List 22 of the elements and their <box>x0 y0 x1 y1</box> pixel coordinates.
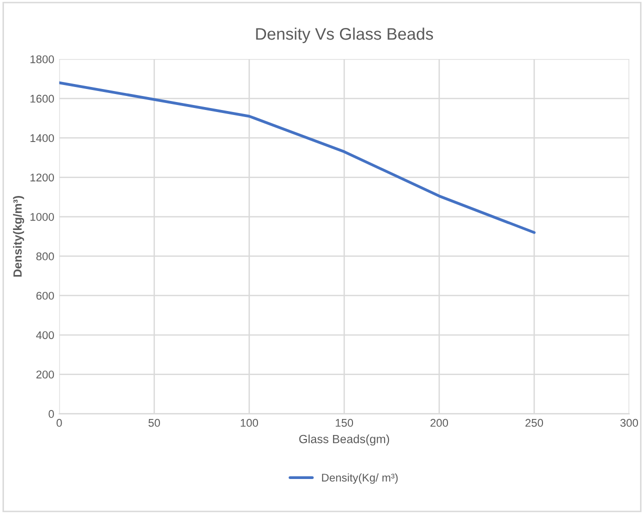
x-tick-label: 300 <box>620 418 638 427</box>
y-tick-label: 1200 <box>30 174 54 182</box>
y-tick-label: 400 <box>36 331 54 340</box>
line-series <box>59 81 536 234</box>
y-tick-label: 800 <box>36 252 54 260</box>
y-axis-title: Density(kg/m³) <box>13 196 24 277</box>
x-tick-label: 0 <box>56 418 62 427</box>
chart-title: Density Vs Glass Beads <box>256 28 434 44</box>
y-tick-label: 200 <box>36 370 54 378</box>
x-tick-label: 200 <box>430 418 448 427</box>
y-tick-label: 1400 <box>30 134 54 142</box>
x-tick-label: 100 <box>240 418 258 427</box>
x-tick-label: 150 <box>336 418 354 427</box>
y-tick-label: 1800 <box>30 55 54 64</box>
y-tick-label: 1600 <box>30 94 54 103</box>
y-tick-label: 600 <box>36 292 54 300</box>
y-tick-label: 1000 <box>30 213 54 221</box>
y-tick-label: 0 <box>48 410 54 418</box>
x-tick-label: 50 <box>148 418 160 427</box>
x-tick-label: 250 <box>525 418 544 427</box>
x-axis-title: Glass Beads(gm) <box>299 434 390 446</box>
legend-label: Density(Kg/ m³) <box>322 473 398 484</box>
